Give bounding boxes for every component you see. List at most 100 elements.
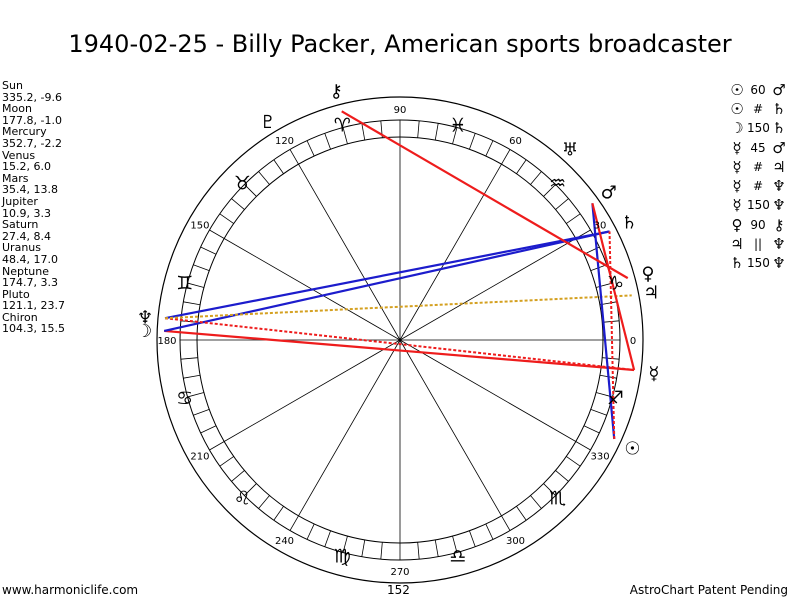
- degree-tick: [555, 470, 569, 482]
- aspect-line: [164, 230, 610, 320]
- degree-label: 270: [390, 567, 409, 578]
- degree-tick: [575, 441, 591, 451]
- degree-label: 330: [591, 452, 610, 463]
- degree-tick: [380, 542, 383, 560]
- zodiac-sign-icon: ♉: [234, 172, 251, 194]
- aspect-row: ♃ || ♆: [727, 234, 789, 253]
- aspect-row: ☽ 150 ♄: [727, 119, 789, 138]
- house-spokes: [197, 137, 603, 543]
- aspect-angle: 150: [747, 198, 770, 213]
- planet-glyph-icon: ♃: [730, 235, 744, 254]
- degree-tick: [258, 495, 270, 509]
- planet-glyph-icon: ♅: [562, 140, 578, 161]
- planet-glyph-icon: ♃: [772, 157, 786, 176]
- aspect-lines: [163, 110, 636, 440]
- degree-tick: [417, 120, 420, 138]
- degree-tick: [583, 425, 600, 434]
- planet-glyph-icon: ☉: [624, 438, 640, 459]
- zodiac-sign-icon: ♒: [549, 172, 566, 194]
- degree-label: 210: [190, 452, 209, 463]
- planet-coords: 10.9, 3.3: [2, 206, 51, 220]
- degree-label: 240: [275, 536, 294, 547]
- planet-coords: 174.7, 3.3: [2, 276, 58, 290]
- degree-tick: [231, 198, 245, 210]
- zodiac-sign-icon: ♐: [607, 388, 624, 410]
- zodiac-sign-icon: ♓: [449, 115, 466, 137]
- planet-glyph-icon: ♆: [772, 196, 786, 215]
- aspect-angle: #: [752, 101, 764, 116]
- degree-tick: [187, 282, 205, 288]
- planet-glyph-icon: ☉: [730, 99, 744, 118]
- degree-tick: [452, 127, 458, 145]
- degree-tick: [417, 542, 420, 560]
- degree-tick: [434, 123, 439, 141]
- zodiac-signs: ♈ ♉ ♊ ♋ ♌ ♍ ♎ ♏ ♐ ♑ ♒ ♓: [176, 115, 624, 568]
- degree-tick: [361, 539, 366, 557]
- planet-glyphs: ☉ ☽ ☿ ♀ ♂ ♃ ♄ ♅ ♆ ♇ ⚷: [136, 81, 659, 459]
- degree-tick: [324, 530, 331, 547]
- planet-name: Chiron: [2, 310, 38, 324]
- house-spoke: [399, 163, 502, 341]
- aspect-row: ☿ # ♆: [727, 176, 789, 195]
- degree-tick: [555, 198, 569, 210]
- planet-glyph-icon: ☿: [732, 196, 742, 215]
- degree-tick: [566, 213, 581, 224]
- planet-glyph-icon: ♃: [643, 283, 659, 304]
- degree-tick: [324, 133, 331, 150]
- chart-title: 1940-02-25 - Billy Packer, American spor…: [68, 30, 732, 58]
- degree-tick: [180, 357, 198, 360]
- footer-website: www.harmoniclife.com: [2, 583, 139, 597]
- planet-glyph-icon: ♀: [731, 215, 743, 234]
- planet-glyph-icon: ♆: [772, 254, 786, 273]
- planet-coords: 27.4, 8.4: [2, 229, 51, 243]
- aspect-row: ☿ 45 ♂: [727, 138, 789, 157]
- planet-coords: 177.8, -1.0: [2, 113, 62, 127]
- planet-glyph-icon: ⚷: [330, 81, 343, 102]
- aspect-line: [341, 110, 629, 280]
- zodiac-sign-icon: ♈: [334, 115, 351, 137]
- aspect-angle: 150: [747, 121, 770, 136]
- degree-tick: [200, 246, 217, 255]
- degree-tick: [566, 456, 581, 467]
- planet-name: Saturn: [2, 218, 39, 232]
- degree-tick: [244, 483, 257, 496]
- aspect-angle: 45: [750, 140, 766, 155]
- planet-name: Neptune: [2, 264, 50, 278]
- degree-tick: [193, 264, 210, 271]
- planet-coords: 48.4, 17.0: [2, 252, 58, 266]
- degree-label: 90: [394, 105, 407, 116]
- planet-name: Mercury: [2, 125, 47, 139]
- planet-glyph-icon: ♀: [641, 264, 654, 285]
- planet-glyph-icon: ♄: [772, 99, 786, 118]
- degree-tick: [258, 171, 270, 185]
- zodiac-sign-icon: ♋: [176, 388, 193, 410]
- degree-tick: [342, 535, 348, 553]
- degree-label: 0: [630, 336, 636, 347]
- planet-glyph-icon: ☿: [732, 157, 742, 176]
- degree-tick: [306, 523, 315, 540]
- degree-tick: [469, 530, 476, 547]
- degree-tick: [530, 171, 542, 185]
- degree-tick: [543, 483, 556, 496]
- house-spoke: [298, 163, 401, 341]
- planet-glyph-icon: ♂: [601, 183, 617, 204]
- planet-glyph-icon: ♄: [621, 212, 637, 233]
- aspect-angle: ||: [753, 237, 763, 252]
- planet-name: Moon: [2, 102, 32, 116]
- zodiac-sign-icon: ♍: [334, 545, 351, 567]
- degree-tick: [273, 159, 284, 174]
- degree-tick: [219, 456, 234, 467]
- aspect-row: ♄ 150 ♆: [727, 254, 789, 273]
- degree-tick: [602, 357, 620, 360]
- planet-glyph-icon: ♄: [730, 254, 744, 273]
- degree-tick: [501, 515, 511, 531]
- planet-name: Venus: [2, 148, 36, 162]
- degree-tick: [306, 140, 315, 157]
- degree-tick: [543, 184, 556, 197]
- zodiac-sign-icon: ♌: [234, 488, 251, 510]
- degree-tick: [273, 506, 284, 521]
- degree-label: 180: [157, 336, 176, 347]
- outer-circle: [156, 96, 644, 584]
- aspect-row: ☿ # ♃: [727, 157, 789, 176]
